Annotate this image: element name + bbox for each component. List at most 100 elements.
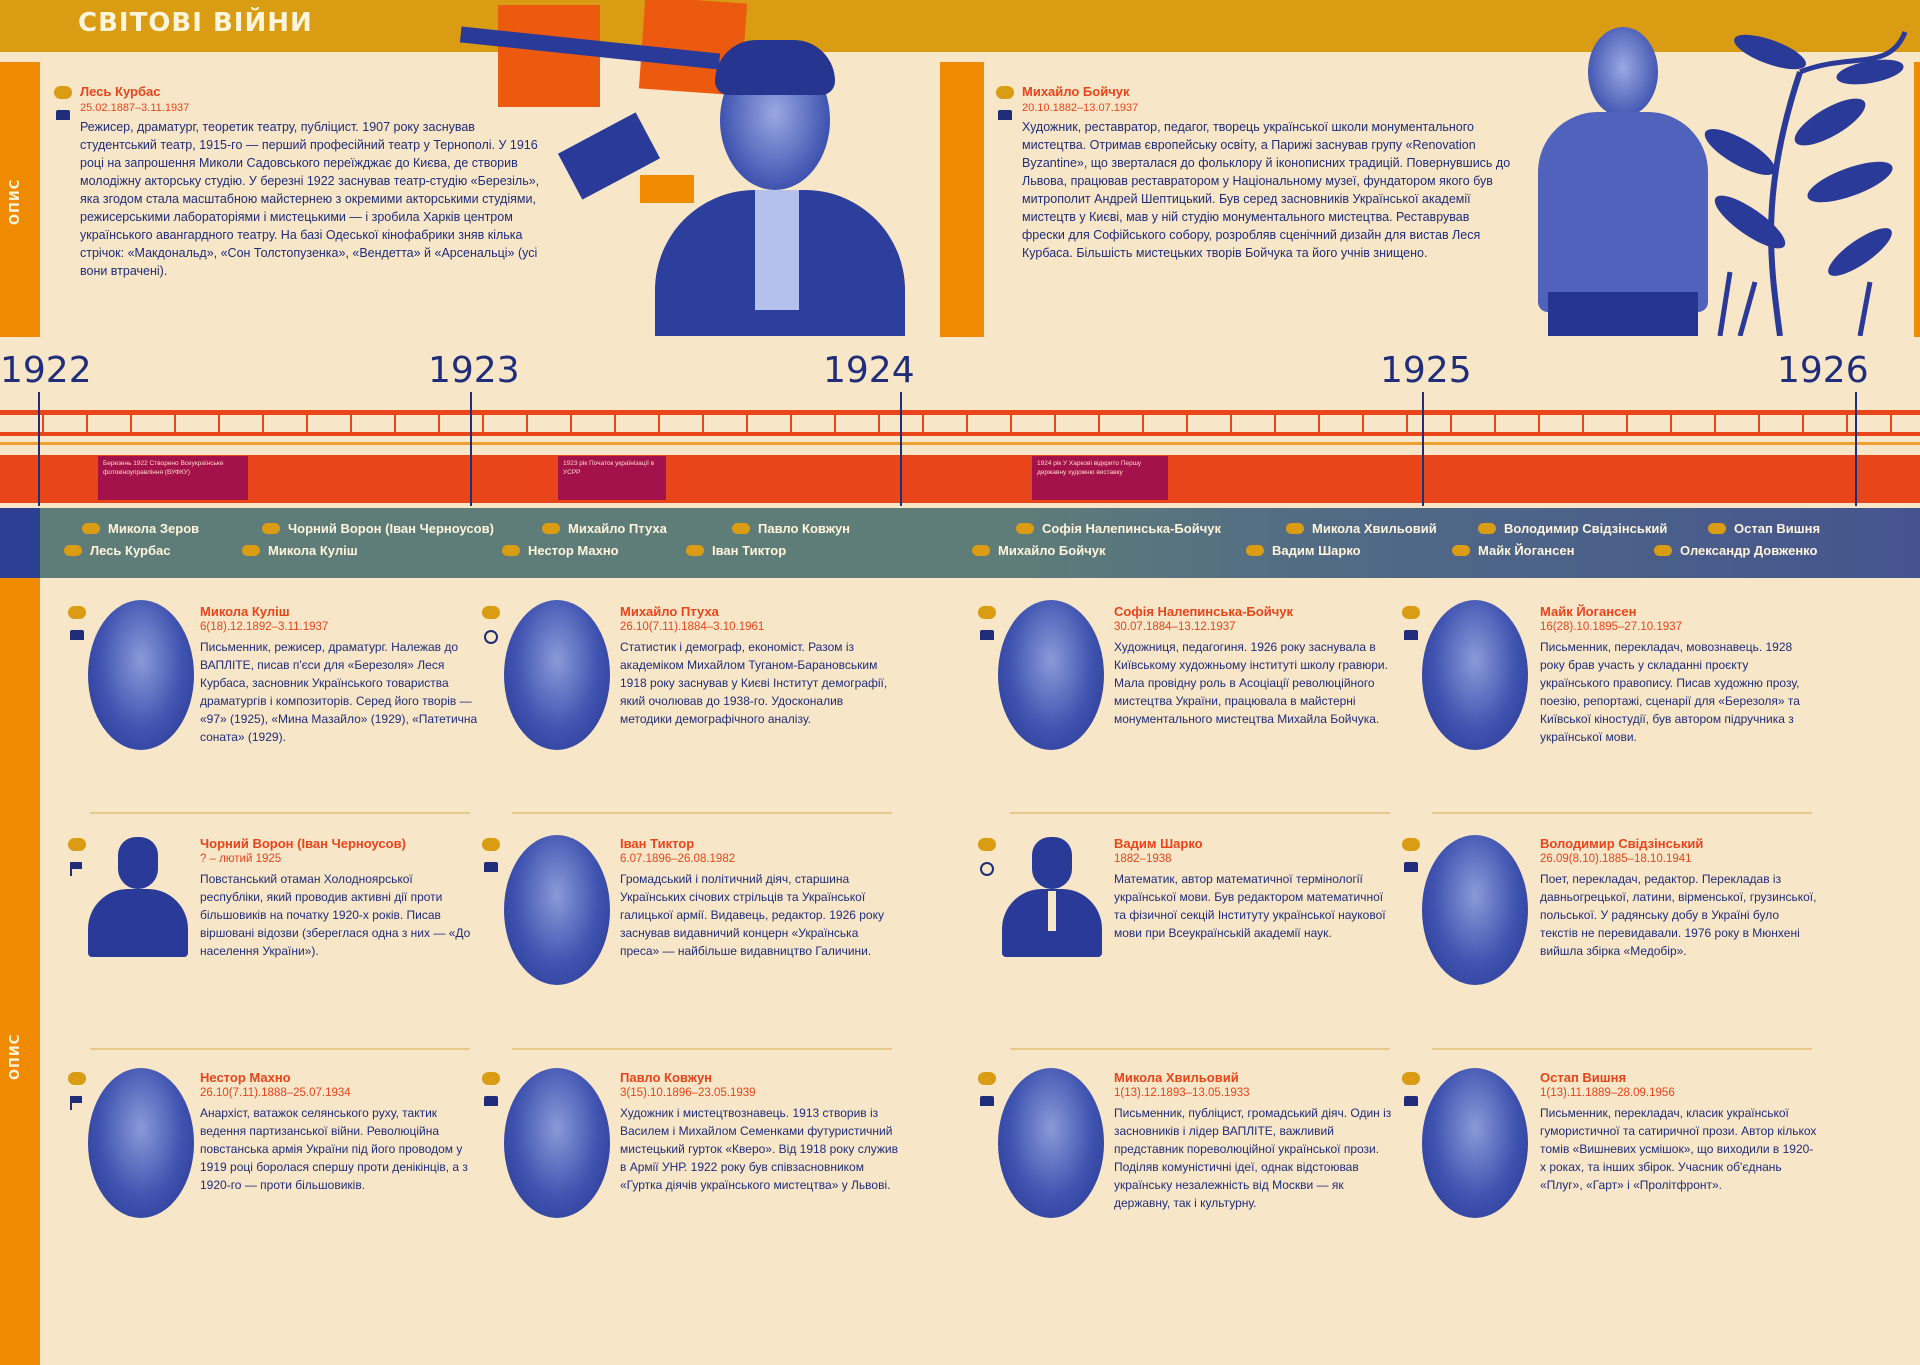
- portrait-photo: [504, 1068, 610, 1218]
- featured-dates: 25.02.1887–3.11.1937: [80, 102, 190, 114]
- gender-icon: [484, 630, 498, 644]
- featured-name: Лесь Курбас: [80, 84, 161, 99]
- person-dates: 26.10(7.11).1884–3.10.1961: [620, 621, 765, 633]
- side-label-top: ОПИС: [8, 178, 23, 225]
- book-icon: [484, 1096, 498, 1106]
- timeline-name: Софія Налепинська-Бойчук: [1016, 521, 1221, 536]
- featured-desc: Режисер, драматург, теоретик театру, пуб…: [80, 120, 540, 278]
- side-strip-top: [0, 62, 40, 337]
- person-desc: Статистик і демограф, економіст. Разом і…: [620, 640, 888, 726]
- person-dates: 1882–1938: [1114, 853, 1172, 865]
- language-badge-icon: [482, 1072, 500, 1085]
- year-label: 1923: [428, 350, 520, 391]
- timeline-name: Олександр Довженко: [1654, 543, 1817, 558]
- portrait-photo: [504, 835, 610, 985]
- silhouette-portrait: [88, 835, 188, 957]
- timeline-name: Михайло Птуха: [542, 521, 667, 536]
- decorative-plant-illustration: [1660, 12, 1910, 337]
- person-name: Нестор Махно: [200, 1070, 291, 1085]
- person-dates: 26.10(7.11).1888–25.07.1934: [200, 1087, 351, 1099]
- timeline-name: Павло Ковжун: [732, 521, 850, 536]
- timeline-ticks: [0, 415, 1920, 433]
- language-badge-icon: [482, 606, 500, 619]
- divider: [1432, 812, 1812, 814]
- person-dates: 6.07.1896–26.08.1982: [620, 853, 736, 865]
- language-badge-icon: [996, 86, 1014, 99]
- person-dates: 16(28).10.1895–27.10.1937: [1540, 621, 1682, 633]
- year-label: 1922: [0, 350, 92, 391]
- book-icon: [56, 110, 70, 120]
- timeline-name: Лесь Курбас: [64, 543, 170, 558]
- book-icon: [484, 862, 498, 872]
- person-name: Михайло Птуха: [620, 604, 719, 619]
- person-dates: 26.09(8.10).1885–18.10.1941: [1540, 853, 1692, 865]
- person-name: Софія Налепинська-Бойчук: [1114, 604, 1293, 619]
- flag-icon: [70, 1096, 86, 1110]
- timeline-name: Микола Зеров: [82, 521, 199, 536]
- divider: [1010, 812, 1390, 814]
- language-badge-icon: [68, 1072, 86, 1085]
- language-badge-icon: [1402, 1072, 1420, 1085]
- right-edge-strip: [1914, 62, 1920, 337]
- book-icon: [1404, 862, 1418, 872]
- divider: [1010, 1048, 1390, 1050]
- year-marker: [1855, 392, 1857, 506]
- side-strip-bottom: [0, 578, 40, 1365]
- person-dates: ? – лютий 1925: [200, 853, 282, 865]
- language-badge-icon: [978, 838, 996, 851]
- person-dates: 1(13).12.1893–13.05.1933: [1114, 1087, 1250, 1099]
- timeline-name: Остап Вишня: [1708, 521, 1820, 536]
- language-badge-icon: [482, 838, 500, 851]
- timeline-name: Іван Тиктор: [686, 543, 786, 558]
- featured-name: Михайло Бойчук: [1022, 84, 1130, 99]
- timeline-name: Михайло Бойчук: [972, 543, 1105, 558]
- timeline-name: Майк Йогансен: [1452, 543, 1574, 558]
- divider: [512, 1048, 892, 1050]
- timeline-event: Березень 1922 Створено Всеукраїнське фот…: [98, 456, 248, 500]
- person-desc: Художниця, педагогиня. 1926 року заснува…: [1114, 640, 1388, 726]
- person-desc: Громадський і політичний діяч, старшина …: [620, 872, 884, 958]
- silhouette-portrait: [1002, 835, 1102, 957]
- portrait-photo-boichuk: [1528, 22, 1728, 336]
- divider: [1432, 1048, 1812, 1050]
- portrait-photo: [88, 1068, 194, 1218]
- timeline-line: [0, 442, 1920, 445]
- language-badge-icon: [68, 606, 86, 619]
- timeline-event: 1924 рік У Харкові відкрито Першу держав…: [1032, 456, 1168, 500]
- year-marker: [1422, 392, 1424, 506]
- divider: [90, 812, 470, 814]
- language-badge-icon: [978, 606, 996, 619]
- person-desc: Математик, автор математичної термінолог…: [1114, 872, 1386, 940]
- timeline-name: Чорний Ворон (Іван Черноусов): [262, 521, 494, 536]
- decor-orange-square: [498, 5, 600, 107]
- person-name: Микола Хвильовий: [1114, 1070, 1239, 1085]
- person-dates: 1(13).11.1889–28.09.1956: [1540, 1087, 1675, 1099]
- person-desc: Письменник, режисер, драматург. Належав …: [200, 640, 478, 744]
- timeline-line: [0, 410, 1920, 415]
- language-badge-icon: [978, 1072, 996, 1085]
- year-marker: [38, 392, 40, 506]
- mid-strip: [940, 62, 984, 337]
- flag-icon: [70, 862, 86, 876]
- year-marker: [900, 392, 902, 506]
- person-name: Володимир Свідзінський: [1540, 836, 1704, 851]
- timeline-event: 1923 рік Початок українізації в УСРР: [558, 456, 666, 500]
- person-name: Чорний Ворон (Іван Черноусов): [200, 836, 406, 851]
- divider: [90, 1048, 470, 1050]
- side-label-bottom: ОПИС: [8, 1033, 23, 1080]
- language-badge-icon: [1402, 838, 1420, 851]
- person-name: Іван Тиктор: [620, 836, 695, 851]
- book-icon: [70, 630, 84, 640]
- page-title: СВІТОВІ ВІЙНИ: [78, 8, 313, 38]
- person-name: Павло Ковжун: [620, 1070, 713, 1085]
- person-dates: 30.07.1884–13.12.1937: [1114, 621, 1236, 633]
- featured-desc: Художник, реставратор, педагог, творець …: [1022, 120, 1511, 260]
- person-desc: Письменник, перекладач, класик українськ…: [1540, 1106, 1817, 1192]
- book-icon: [1404, 630, 1418, 640]
- person-desc: Анархіст, ватажок селянського руху, такт…: [200, 1106, 468, 1192]
- book-icon: [980, 1096, 994, 1106]
- portrait-photo: [1422, 1068, 1528, 1218]
- person-dates: 3(15).10.1896–23.05.1939: [620, 1087, 756, 1099]
- person-desc: Художник і мистецтвознавець. 1913 створи…: [620, 1106, 898, 1192]
- year-label: 1926: [1777, 350, 1869, 391]
